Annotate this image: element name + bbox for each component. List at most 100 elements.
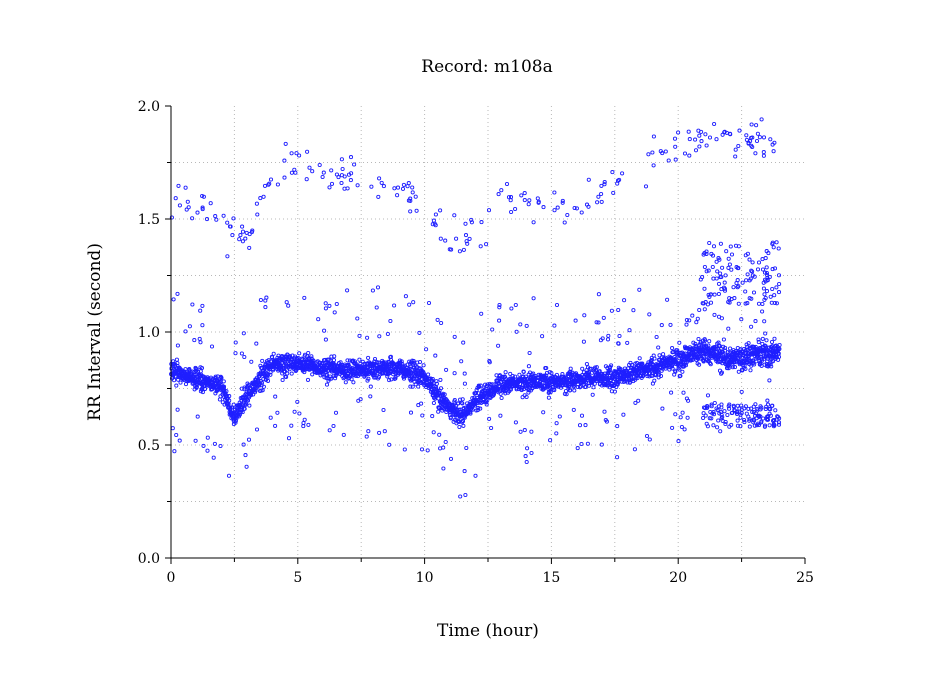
data-point bbox=[321, 170, 326, 175]
data-point bbox=[541, 205, 546, 210]
data-point bbox=[749, 268, 754, 273]
data-point bbox=[177, 203, 182, 208]
y-tick-label: 1.5 bbox=[138, 212, 160, 228]
data-point bbox=[672, 355, 677, 360]
data-point bbox=[690, 313, 695, 318]
data-point bbox=[765, 414, 770, 419]
data-point bbox=[615, 424, 620, 429]
data-point bbox=[633, 400, 638, 405]
data-point bbox=[421, 363, 426, 368]
data-point bbox=[641, 372, 646, 377]
data-point bbox=[763, 295, 768, 301]
data-point bbox=[408, 384, 413, 389]
data-point bbox=[736, 266, 741, 271]
data-point bbox=[317, 162, 322, 168]
data-point bbox=[620, 171, 625, 176]
data-point bbox=[176, 377, 181, 382]
data-point bbox=[564, 392, 569, 397]
data-point bbox=[433, 353, 438, 358]
data-point bbox=[765, 275, 770, 280]
x-axis-ticks: 0 5 10 15 20 25 bbox=[167, 558, 814, 586]
data-point bbox=[583, 423, 588, 428]
data-point bbox=[452, 397, 457, 403]
data-point bbox=[439, 320, 444, 326]
data-point bbox=[753, 319, 758, 324]
data-point bbox=[727, 262, 732, 267]
data-point bbox=[209, 344, 215, 349]
data-point bbox=[702, 264, 707, 270]
data-point bbox=[355, 183, 360, 188]
data-point bbox=[212, 441, 217, 446]
data-point bbox=[658, 373, 664, 379]
data-point bbox=[708, 292, 713, 297]
data-point bbox=[601, 315, 606, 320]
data-point bbox=[275, 182, 280, 187]
data-point bbox=[756, 423, 762, 428]
data-point bbox=[609, 308, 614, 313]
data-point bbox=[366, 355, 371, 360]
data-point bbox=[733, 147, 738, 152]
data-point bbox=[714, 137, 719, 142]
data-point bbox=[771, 149, 776, 154]
data-point bbox=[615, 455, 620, 460]
data-point bbox=[200, 390, 205, 395]
data-point bbox=[746, 406, 751, 411]
data-point bbox=[722, 409, 727, 414]
data-point bbox=[240, 239, 245, 244]
data-point bbox=[771, 424, 776, 429]
data-point bbox=[487, 360, 492, 365]
data-point bbox=[311, 358, 316, 364]
data-point bbox=[431, 400, 436, 406]
data-point bbox=[762, 424, 767, 429]
data-point bbox=[738, 415, 743, 420]
data-point bbox=[329, 376, 334, 381]
data-point bbox=[659, 368, 664, 373]
data-point bbox=[697, 362, 702, 367]
data-point bbox=[282, 158, 287, 163]
data-point bbox=[465, 241, 470, 246]
data-point bbox=[370, 288, 375, 293]
data-point bbox=[727, 402, 732, 407]
data-point bbox=[743, 301, 748, 306]
data-point bbox=[716, 404, 721, 409]
data-point bbox=[545, 378, 550, 383]
data-point bbox=[219, 375, 224, 381]
data-point bbox=[769, 300, 774, 305]
data-point bbox=[617, 333, 622, 339]
data-point bbox=[524, 459, 529, 465]
data-point bbox=[767, 274, 772, 280]
data-point bbox=[699, 139, 704, 144]
data-point bbox=[680, 369, 685, 374]
data-point bbox=[351, 380, 356, 385]
data-point bbox=[644, 433, 650, 439]
data-point bbox=[764, 338, 769, 343]
data-point bbox=[417, 359, 423, 365]
data-point bbox=[499, 188, 504, 193]
data-point bbox=[270, 355, 275, 360]
data-point bbox=[707, 240, 712, 246]
data-point bbox=[283, 141, 288, 146]
data-point bbox=[616, 307, 621, 313]
data-point bbox=[297, 351, 302, 356]
data-point bbox=[695, 316, 700, 321]
data-point bbox=[376, 194, 381, 199]
data-point bbox=[524, 394, 529, 400]
data-point bbox=[484, 384, 490, 389]
data-point bbox=[755, 131, 760, 136]
data-point bbox=[254, 427, 260, 432]
data-point bbox=[660, 406, 665, 411]
data-point bbox=[715, 425, 720, 430]
data-point bbox=[762, 292, 767, 297]
data-point bbox=[175, 361, 180, 366]
data-point bbox=[687, 318, 692, 323]
data-point bbox=[339, 157, 344, 162]
data-point bbox=[727, 131, 733, 136]
data-point bbox=[233, 420, 238, 425]
data-point bbox=[745, 272, 750, 277]
data-point bbox=[738, 412, 743, 417]
data-point bbox=[263, 305, 268, 310]
data-point bbox=[265, 378, 271, 383]
data-point bbox=[357, 357, 362, 362]
data-point bbox=[682, 427, 687, 432]
data-point bbox=[525, 446, 530, 451]
